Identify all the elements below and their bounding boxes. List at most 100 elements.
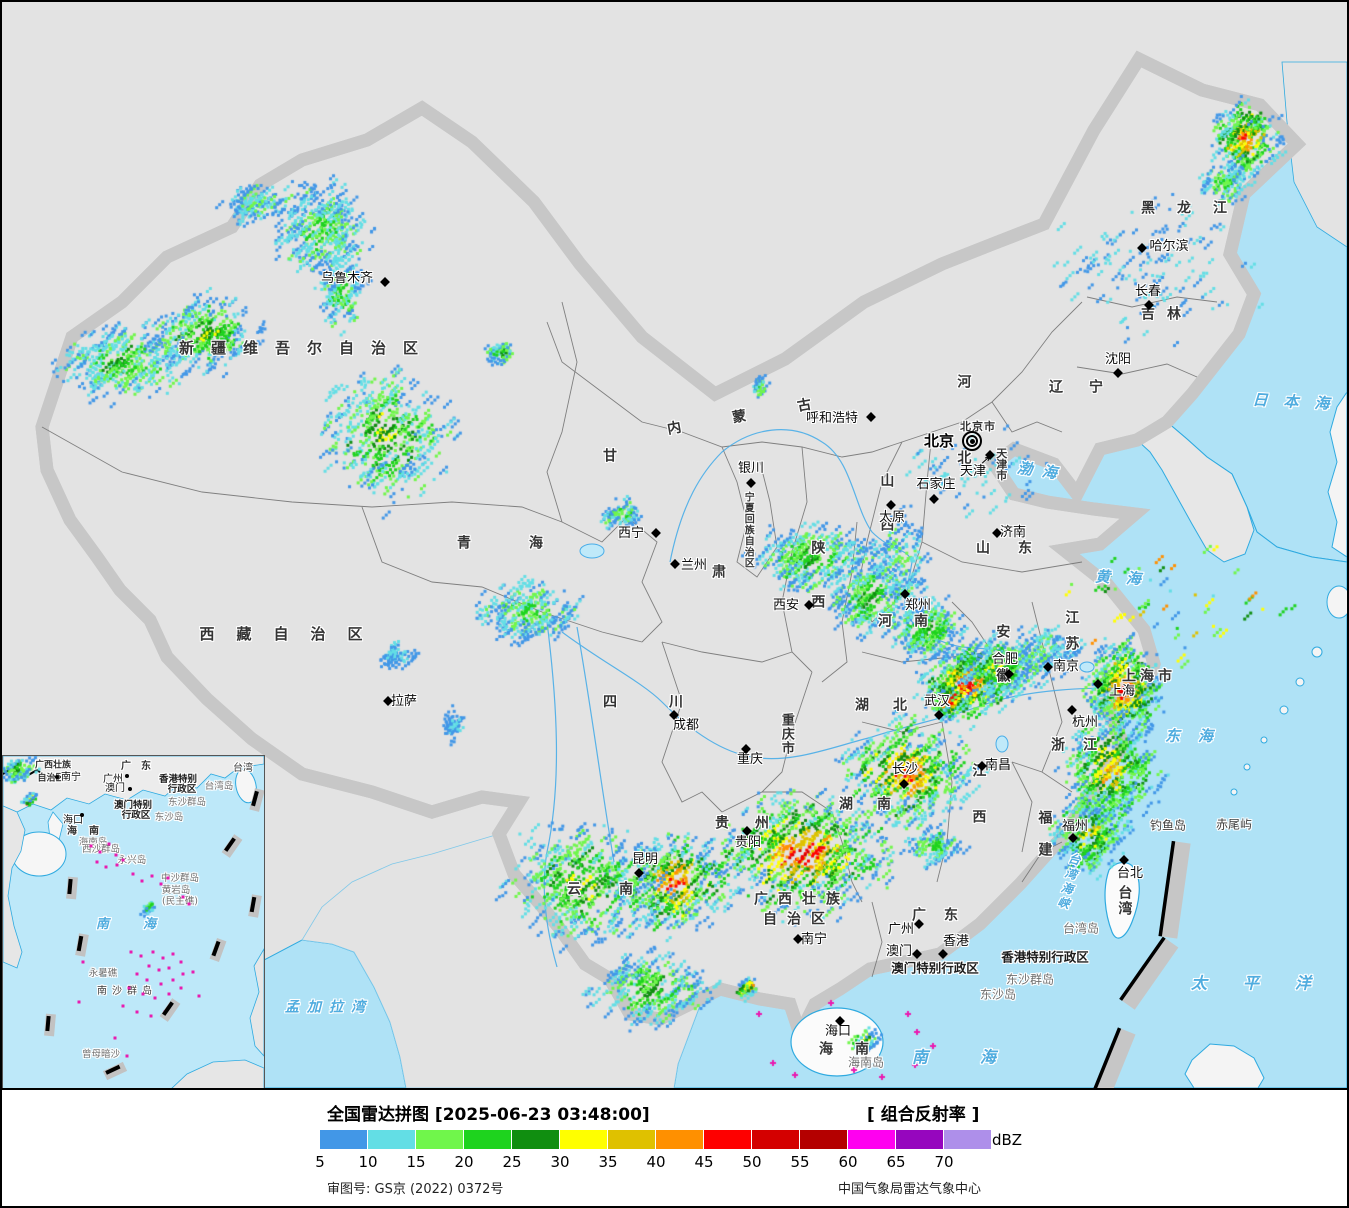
- reef-marker: [98, 850, 102, 854]
- city-label: 杭州: [1071, 715, 1099, 731]
- reef-marker: [153, 996, 157, 1000]
- city-label: 武汉: [923, 694, 951, 710]
- inset-label: 永暑礁: [88, 968, 118, 980]
- inset-label: 澳门特别: [113, 800, 153, 812]
- reef-marker: [129, 950, 133, 954]
- inset-label: 行政区: [167, 784, 197, 796]
- province-label: 天津市: [994, 447, 1008, 481]
- inset-label: 广州: [103, 773, 123, 785]
- reef-marker: [121, 1004, 125, 1008]
- reef-marker: [104, 865, 108, 869]
- city-label: 乌鲁木齐: [320, 271, 374, 287]
- province-label: 青海: [457, 535, 601, 552]
- reef-marker: [115, 863, 119, 867]
- inset-label: 南沙群岛: [97, 985, 157, 997]
- dbz-tick-40: 40: [646, 1153, 666, 1171]
- dbz-tick-55: 55: [790, 1153, 810, 1171]
- province-label: 江苏: [1063, 610, 1080, 662]
- province-label: 陕西: [809, 540, 826, 648]
- city-label: 呼和浩特: [805, 411, 859, 427]
- city-marker: [1093, 679, 1103, 689]
- reef-marker: [187, 902, 191, 906]
- agency-credit: 中国气象局雷达气象中心: [838, 1182, 982, 1197]
- product-label: [ 组合反射率 ]: [867, 1105, 980, 1125]
- reef-marker: [135, 972, 139, 976]
- reef-marker: [135, 1010, 139, 1014]
- dbz-swatch-15: [416, 1130, 463, 1149]
- city-marker: [1068, 833, 1078, 843]
- city-marker: [1119, 855, 1129, 865]
- reef-marker: [181, 895, 185, 899]
- province-label: 福建: [1036, 810, 1053, 874]
- dbz-tick-10: 10: [358, 1153, 378, 1171]
- dbz-swatch-45: [704, 1130, 751, 1149]
- sea-label: 孟加拉湾: [285, 999, 373, 1016]
- dbz-tick-30: 30: [550, 1153, 570, 1171]
- province-label: 河南: [878, 613, 950, 630]
- city-marker: [1137, 243, 1147, 253]
- inset-label: 南海: [95, 917, 191, 933]
- inset-label: (民主礁): [162, 896, 198, 908]
- province-label: 黑龙江: [1141, 200, 1249, 217]
- province-label: 山西: [878, 473, 895, 561]
- dbz-tick-65: 65: [886, 1153, 906, 1171]
- city-label: 石家庄: [916, 477, 956, 493]
- sea-label: 东海: [1164, 727, 1232, 746]
- reef-marker: [81, 960, 85, 964]
- city-marker: [985, 450, 995, 460]
- inset-label: 东沙岛: [154, 812, 184, 824]
- inset-label: 自治区: [37, 773, 65, 784]
- reef-marker: [149, 1014, 153, 1018]
- reef-marker: [171, 978, 175, 982]
- province-label: 甘: [603, 448, 617, 465]
- reef-marker: [179, 986, 183, 990]
- reef-marker: [150, 874, 154, 878]
- sea-label: 台湾海峡: [1054, 851, 1083, 913]
- province-label: 云南: [567, 881, 671, 898]
- dbz-tick-35: 35: [598, 1153, 618, 1171]
- city-label: 天津: [959, 464, 987, 480]
- sea-label: 黄海: [1094, 567, 1158, 589]
- inset-label: 广西壮族: [34, 760, 72, 771]
- city-label: 香港: [942, 934, 970, 950]
- reef-marker: [171, 952, 175, 956]
- city-label: 海口: [824, 1024, 852, 1040]
- inset-label: 海南: [67, 825, 111, 837]
- city-marker: [651, 528, 661, 538]
- map-labels: 黑龙江 吉林 辽宁 内蒙古 河北 山西 山东 河南 江苏 安徽 浙江 湖北 湖南 江西 福建 贵州 云南 四川 广东…: [2, 2, 1347, 1088]
- reef-marker: [197, 994, 201, 998]
- dbz-swatch-60: [848, 1130, 895, 1149]
- city-marker: [934, 710, 944, 720]
- dbz-swatch-30: [560, 1130, 607, 1149]
- inset-labels: 广西壮族 自治区 南宁 广东 广州 香港特别 行政区 澳门 澳门特别 行政区 东沙群岛 东沙岛 台湾 台湾…: [3, 756, 264, 1088]
- inset-map-south-china-sea: 广西壮族 自治区 南宁 广东 广州 香港特别 行政区 澳门 澳门特别 行政区 东沙群岛 东沙岛 台湾 台湾…: [2, 755, 265, 1088]
- reef-marker: [157, 968, 161, 972]
- inset-label: 东沙群岛: [167, 797, 207, 809]
- reef-marker: [77, 1000, 81, 1004]
- city-marker: [1113, 368, 1123, 378]
- legend-bar: 全国雷达拼图 [2025-06-23 03:48:00] [ 组合反射率 ] d…: [2, 1088, 1347, 1206]
- inset-label: 广东: [121, 760, 161, 772]
- city-marker: [1043, 662, 1053, 672]
- city-marker: [866, 412, 876, 422]
- province-label: 吉林: [1141, 306, 1193, 323]
- inset-city-dot: [128, 787, 132, 791]
- inset-label: 行政区: [121, 810, 151, 822]
- dbz-swatch-10: [368, 1130, 415, 1149]
- province-label: 重庆市: [778, 713, 794, 755]
- province-label: 河北: [955, 374, 972, 526]
- reef-marker: [159, 982, 163, 986]
- dbz-tick-70: 70: [934, 1153, 954, 1171]
- province-label: 北京市: [960, 420, 996, 434]
- province-label: 广西壮族: [754, 891, 850, 908]
- island-label: 东沙岛: [979, 987, 1017, 1002]
- reef-marker: [181, 972, 185, 976]
- province-label: 湖北: [855, 697, 931, 714]
- dbz-swatch-35: [608, 1130, 655, 1149]
- dbz-tick-60: 60: [838, 1153, 858, 1171]
- city-label: 南宁: [800, 932, 828, 948]
- reef-marker: [127, 986, 131, 990]
- province-label: 湖南: [839, 796, 915, 813]
- province-label: 台湾: [1116, 885, 1133, 917]
